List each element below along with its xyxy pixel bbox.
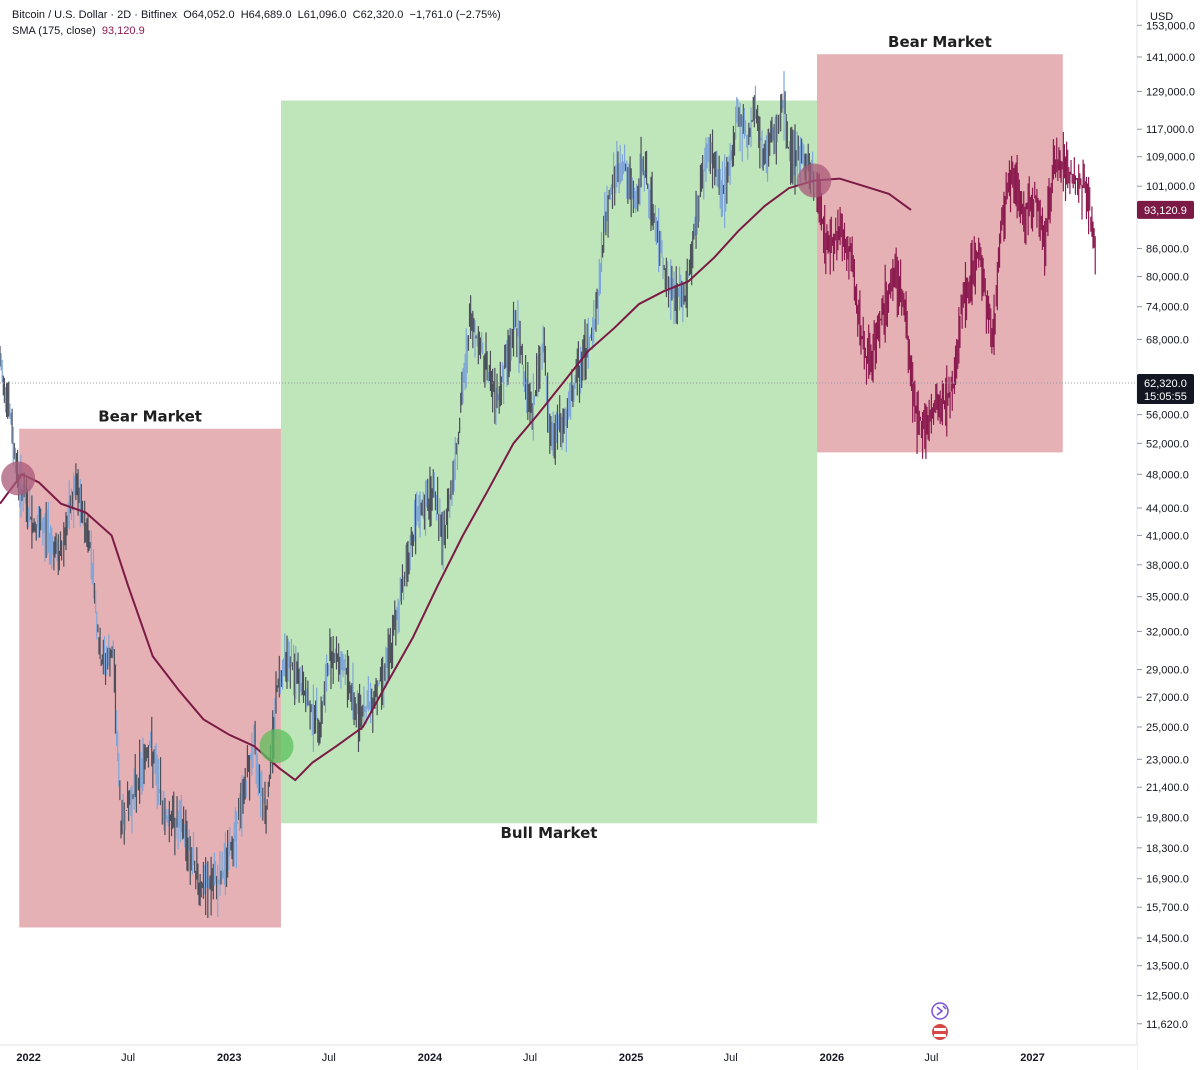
price-tick-label: 14,500.0 [1146, 933, 1189, 945]
current-price-tag [1137, 374, 1194, 404]
price-tick-label: 35,000.0 [1146, 592, 1189, 604]
price-tick-label: 101,000.0 [1146, 181, 1195, 193]
price-tick-label: 86,000.0 [1146, 243, 1189, 255]
sparkle-icon[interactable] [931, 1002, 949, 1020]
price-tick-label: 117,000.0 [1146, 124, 1194, 136]
time-tick-label: Jul [924, 1052, 938, 1064]
price-tick-label: 15,700.0 [1146, 902, 1189, 914]
bear-crossover-marker [797, 163, 832, 198]
bear-market-label: Bear Market [888, 33, 992, 51]
price-tick-label: 141,000.0 [1146, 52, 1195, 64]
price-tick-label: 48,000.0 [1146, 469, 1189, 481]
price-tick-label: 74,000.0 [1146, 302, 1189, 314]
chart-lines [0, 177, 912, 782]
countdown-label: 15:05:55 [1144, 391, 1187, 403]
sma-value: 93,120.9 [101, 25, 145, 37]
price-tick-label: 129,000.0 [1146, 86, 1195, 98]
toolbar-icons [931, 1002, 949, 1040]
flag-icon[interactable] [932, 1024, 948, 1040]
sma-price-tag-label: 93,120.9 [1144, 205, 1187, 217]
time-tick-label: 2023 [217, 1052, 241, 1064]
low-value: L61,096.0 [297, 9, 347, 21]
time-tick-label: 2026 [820, 1052, 844, 1064]
sma-legend[interactable]: SMA (175, close) 93,120.9 [12, 25, 145, 37]
price-tick-label: 109,000.0 [1146, 152, 1195, 164]
time-tick-label: Jul [322, 1052, 336, 1064]
price-tick-label: 12,500.0 [1146, 990, 1189, 1002]
zone-labels: Bear Market Bull Market Bear Market [98, 33, 992, 842]
bear-market-zone [817, 54, 1063, 453]
flag-icon-stripe [934, 1034, 946, 1037]
price-tick-label: 68,000.0 [1146, 334, 1189, 346]
sma-label: SMA (175, close) [12, 25, 96, 37]
bull-crossover-marker [259, 729, 294, 764]
price-tick-label: 21,400.0 [1146, 782, 1189, 794]
price-tick-label: 18,300.0 [1146, 843, 1189, 855]
price-axis-bg [1137, 0, 1200, 1070]
close-value: C62,320.0 [352, 9, 404, 21]
flag-icon-stripe [934, 1028, 946, 1031]
time-tick-label: Jul [121, 1052, 135, 1064]
bear-market-label: Bear Market [98, 408, 202, 426]
price-tick-label: 52,000.0 [1146, 438, 1189, 450]
time-tick-label: Jul [724, 1052, 738, 1064]
sma-price-tag [1137, 200, 1194, 219]
price-tick-label: 16,900.0 [1146, 874, 1189, 886]
time-tick-label: 2025 [619, 1052, 643, 1064]
price-tick-label: 19,800.0 [1146, 812, 1189, 824]
high-value: H64,689.0 [240, 9, 292, 21]
price-tick-label: 27,000.0 [1146, 692, 1189, 704]
market-zones [19, 54, 1063, 928]
change-value: −1,761.0 (−2.75%) [409, 9, 501, 21]
price-tick-label: 80,000.0 [1146, 271, 1189, 283]
price-tick-label: 56,000.0 [1146, 410, 1189, 422]
price-tick-label: 153,000.0 [1146, 20, 1195, 32]
sma-line [0, 177, 912, 782]
bull-market-label: Bull Market [500, 824, 597, 842]
price-tick-label: 38,000.0 [1146, 560, 1189, 572]
time-axis-bg [0, 1045, 1137, 1070]
current-price-tag-label: 62,320.0 [1144, 378, 1187, 390]
crossover-markers [1, 163, 832, 764]
price-tick-label: 44,000.0 [1146, 503, 1189, 515]
price-tick-label: 41,000.0 [1146, 530, 1189, 542]
symbol-legend: Bitcoin / U.S. Dollar · 2D · Bitfinex O6… [12, 9, 501, 21]
price-tags: 93,120.9 62,320.015:05:55 [1137, 200, 1194, 404]
time-axis[interactable]: 2022 Jul 2023 Jul 2024 Jul 2025 Jul 2026 Jul 2027 [0, 1044, 1137, 1070]
time-tick-label: 2027 [1020, 1052, 1044, 1064]
symbol-title: Bitcoin / U.S. Dollar · 2D · Bitfinex [12, 9, 178, 21]
price-tick-label: 23,000.0 [1146, 754, 1189, 766]
currency-label: USD [1150, 11, 1173, 23]
sparkle-icon-glyph [936, 1005, 947, 1016]
bear-crossover-marker [1, 461, 36, 496]
open-value: O64,052.0 [183, 9, 235, 21]
price-tick-label: 13,500.0 [1146, 961, 1189, 973]
bear-market-zone [19, 428, 281, 928]
price-candles [0, 71, 1096, 919]
price-tick-label: 25,000.0 [1146, 722, 1189, 734]
time-tick-label: Jul [523, 1052, 537, 1064]
time-tick-label: 2022 [16, 1052, 40, 1064]
price-tick-label: 32,000.0 [1146, 626, 1189, 638]
price-tick-label: 29,000.0 [1146, 665, 1189, 677]
price-tick-label: 11,620.0 [1146, 1019, 1188, 1031]
time-tick-label: 2024 [418, 1052, 443, 1064]
